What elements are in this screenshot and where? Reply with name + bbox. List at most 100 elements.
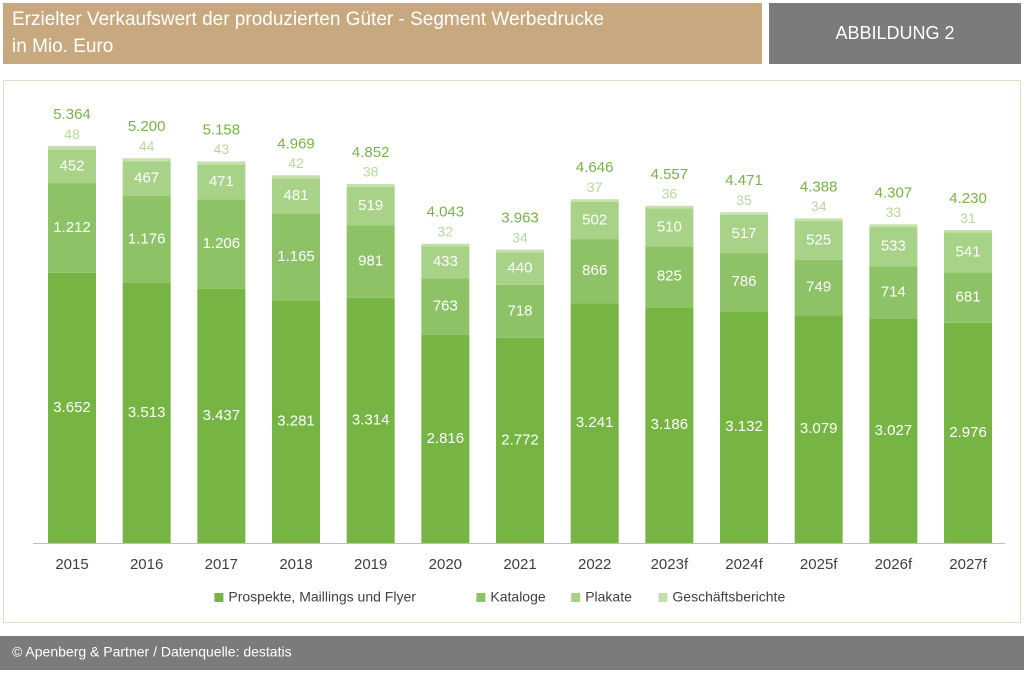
bar-segment <box>346 186 395 226</box>
data-label: 510 <box>657 218 682 235</box>
data-label: 3.027 <box>875 422 913 439</box>
data-label: 467 <box>134 170 159 187</box>
bar-segment <box>496 249 545 253</box>
data-label: 1.206 <box>203 235 241 252</box>
bar-segment <box>645 307 694 543</box>
legend-swatch <box>214 593 224 602</box>
total-label: 4.852 <box>352 144 390 161</box>
data-label: 3.314 <box>352 411 390 428</box>
bar-segment <box>645 246 694 308</box>
data-label: 471 <box>209 173 234 190</box>
data-label: 2.816 <box>427 430 465 447</box>
x-tick-label: 2021 <box>503 556 536 573</box>
x-tick-label: 2020 <box>429 556 462 573</box>
bar-segment <box>421 243 470 247</box>
data-label: 519 <box>358 197 383 214</box>
bar-segment <box>197 161 246 165</box>
bar-segment <box>794 315 843 543</box>
bar-segment <box>794 259 843 316</box>
legend-label: Prospekte, Maillings und Flyer <box>228 589 416 605</box>
footer-text: © Apenberg & Partner / Datenquelle: dest… <box>12 644 292 660</box>
data-label: 786 <box>732 273 757 290</box>
bar-segment <box>496 252 545 285</box>
x-tick-label: 2016 <box>130 556 163 573</box>
data-label: 433 <box>433 253 458 270</box>
bar-segment <box>570 239 619 304</box>
total-label: 4.969 <box>277 135 315 152</box>
total-label: 5.200 <box>128 118 166 135</box>
bar-segment <box>944 272 993 323</box>
x-tick-label: 2022 <box>578 556 611 573</box>
data-label: 1.212 <box>53 219 91 236</box>
bar-segment <box>720 214 769 254</box>
figure-label: ABBILDUNG 2 <box>835 23 954 43</box>
total-label: 4.043 <box>427 204 465 221</box>
data-label: 32 <box>438 223 454 239</box>
x-tick-label: 2017 <box>205 556 238 573</box>
legend-swatch <box>571 593 581 602</box>
legend-label: Kataloge <box>490 589 545 605</box>
data-label: 541 <box>956 243 981 260</box>
data-label: 3.281 <box>277 413 315 430</box>
total-label: 5.158 <box>203 121 241 138</box>
data-label: 2.976 <box>949 424 987 441</box>
x-tick-label: 2026f <box>875 556 913 573</box>
bar-segment <box>346 225 395 298</box>
bar-segment <box>272 175 321 179</box>
data-label: 34 <box>512 229 528 245</box>
data-label: 452 <box>59 157 84 174</box>
data-label: 749 <box>806 278 831 295</box>
bar-segment <box>570 199 619 202</box>
bar-segment <box>720 212 769 215</box>
total-label: 3.963 <box>501 210 539 227</box>
total-label: 4.557 <box>651 166 689 183</box>
bar-segment <box>272 213 321 301</box>
bar-segment <box>794 218 843 221</box>
data-label: 33 <box>886 204 902 220</box>
data-label: 681 <box>956 289 981 306</box>
bar-segment <box>122 161 171 197</box>
bar-segment <box>421 278 470 335</box>
title: Erzielter Verkaufswert der produzierten … <box>12 9 604 30</box>
data-label: 36 <box>662 185 678 201</box>
data-label: 34 <box>811 198 827 214</box>
data-label: 38 <box>363 164 379 180</box>
bar-segment <box>122 196 171 284</box>
data-label: 37 <box>587 179 603 195</box>
legend-swatch <box>476 593 486 602</box>
bar-segment <box>48 146 96 150</box>
bar-segment <box>570 303 619 543</box>
bar-segment <box>421 246 470 279</box>
legend-label: Geschäftsberichte <box>672 589 785 605</box>
total-label: 4.471 <box>725 172 763 189</box>
data-label: 3.186 <box>651 416 689 433</box>
total-label: 5.364 <box>53 106 91 123</box>
total-label: 4.230 <box>949 190 987 207</box>
data-label: 35 <box>736 192 752 208</box>
x-tick-label: 2015 <box>55 556 88 573</box>
total-label: 4.388 <box>800 178 838 195</box>
data-label: 1.165 <box>277 248 315 265</box>
bar-segment <box>272 178 321 214</box>
bar-segment <box>272 300 321 543</box>
subtitle: in Mio. Euro <box>12 36 113 57</box>
footer-bar <box>0 636 1024 670</box>
bar-segment <box>645 208 694 247</box>
data-label: 1.176 <box>128 230 166 247</box>
data-label: 714 <box>881 284 906 301</box>
figure-box <box>769 3 1021 64</box>
bar-segment <box>197 164 246 200</box>
data-label: 533 <box>881 237 906 254</box>
bar-segment <box>570 201 619 240</box>
data-label: 763 <box>433 297 458 314</box>
bar-segment <box>944 322 993 543</box>
bar-segment <box>869 224 918 227</box>
legend-swatch <box>658 593 668 602</box>
data-label: 42 <box>288 155 304 171</box>
data-label: 3.513 <box>128 404 166 421</box>
data-label: 3.437 <box>203 407 241 424</box>
data-label: 44 <box>139 138 155 154</box>
data-label: 502 <box>582 211 607 228</box>
data-label: 3.079 <box>800 420 838 437</box>
